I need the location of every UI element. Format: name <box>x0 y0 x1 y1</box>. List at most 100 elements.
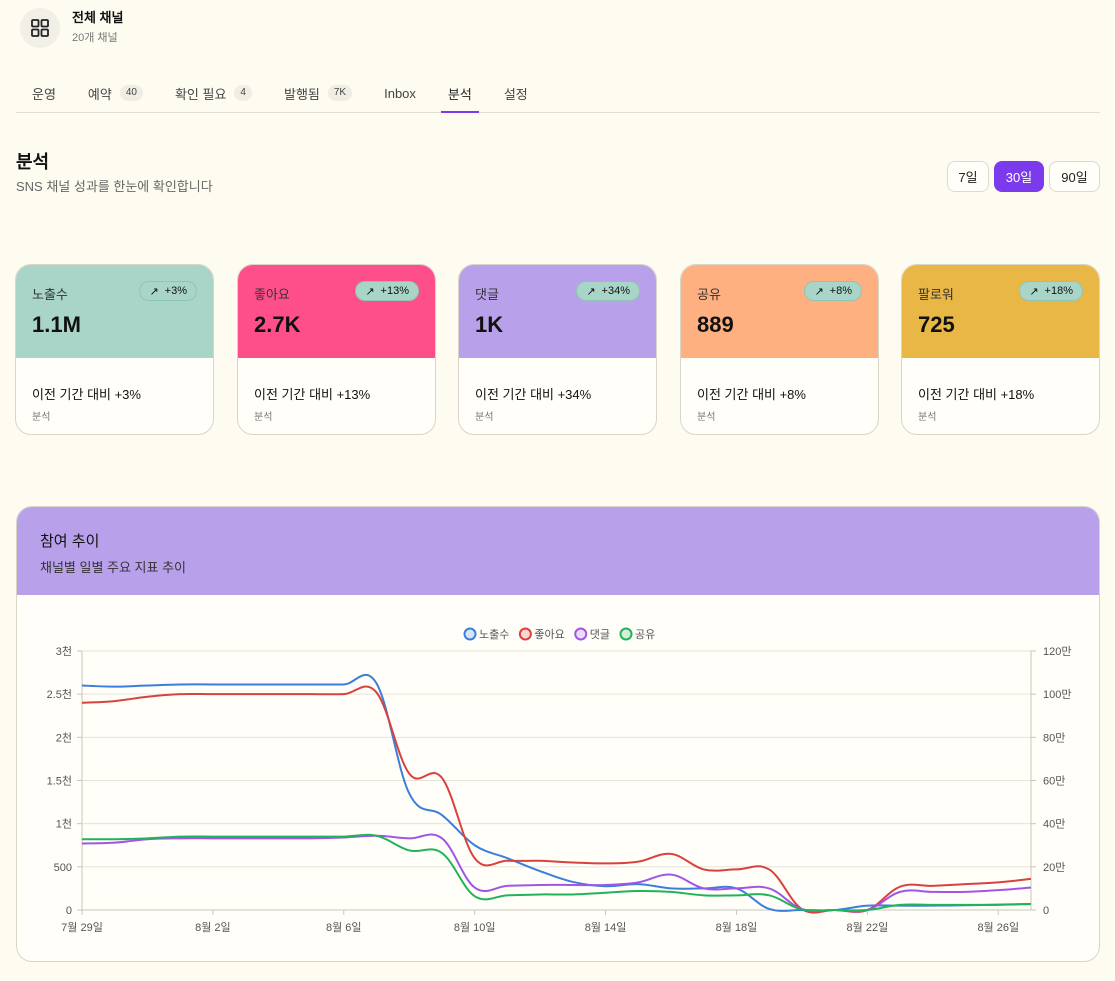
tab-bar: 운영 예약 40 확인 필요 4 발행됨 7K Inbox 분석 설정 <box>16 74 1100 113</box>
y-left-tick-label: 1천 <box>56 817 72 831</box>
stat-value: 889 <box>697 312 734 337</box>
change-badge: ↗ +3% <box>139 281 197 301</box>
grid-icon <box>20 8 60 48</box>
x-tick-label: 8월 26일 <box>977 920 1019 934</box>
engagement-line-chart: 0 500 1천 1.5천 2천 2.5천 3천 0 20만 40만 60만 80만 100만 120만 7… <box>47 627 1071 934</box>
stat-card-shares[interactable]: 공유 ↗ +8% 889 이전 기간 대비 +8% 분석 <box>680 264 879 435</box>
legend-label: 공유 <box>635 628 655 641</box>
engagement-trend-panel: 참여 추이 채널별 일별 주요 지표 추이 0 500 1천 1.5천 2천 2.5천 3천… <box>16 506 1100 962</box>
change-badge: ↗ +18% <box>1019 281 1083 301</box>
stat-card-followers[interactable]: 팔로워 ↗ +18% 725 이전 기간 대비 +18% 분석 <box>901 264 1100 435</box>
y-left-tick-label: 500 <box>54 862 72 874</box>
tab-badge: 7K <box>327 85 353 101</box>
legend-swatch <box>574 627 588 641</box>
stat-note: 분석 <box>697 412 716 423</box>
card-header: 노출수 ↗ +3% 1.1M <box>16 265 213 358</box>
channel-count: 20개 채널 <box>72 32 118 44</box>
page-title: 분석 <box>16 152 50 172</box>
stat-note: 분석 <box>32 412 51 423</box>
stat-card-impressions[interactable]: 노출수 ↗ +3% 1.1M 이전 기간 대비 +3% 분석 <box>15 264 214 435</box>
stat-note: 분석 <box>475 412 494 423</box>
x-tick-label: 7월 29일 <box>61 920 103 934</box>
range-30d-button[interactable]: 30일 <box>994 161 1044 192</box>
stat-compare: 이전 기간 대비 +3% <box>32 387 141 402</box>
tab-badge: 4 <box>234 85 252 101</box>
tab-settings[interactable]: 설정 <box>503 86 528 102</box>
stat-card-comments[interactable]: 댓글 ↗ +34% 1K 이전 기간 대비 +34% 분석 <box>458 264 657 435</box>
legend-label: 좋아요 <box>534 628 564 641</box>
stat-compare: 이전 기간 대비 +18% <box>918 387 1035 402</box>
stat-label: 좋아요 <box>254 287 290 302</box>
arrow-up-right-icon: ↗ <box>586 285 596 298</box>
card-header: 좋아요 ↗ +13% 2.7K <box>238 265 435 358</box>
tab-scheduled[interactable]: 예약 40 <box>72 74 159 112</box>
y-left-tick-label: 1.5천 <box>47 774 72 788</box>
y-left-tick-label: 2.5천 <box>47 687 72 701</box>
stat-label: 댓글 <box>475 287 499 302</box>
y-left-tick-label: 3천 <box>56 644 72 658</box>
y-right-tick-label: 100만 <box>1043 688 1071 701</box>
x-tick-label: 8월 10일 <box>454 920 496 934</box>
stat-label: 팔로워 <box>918 287 954 302</box>
tab-published[interactable]: 발행됨 7K <box>268 74 368 112</box>
x-tick-label: 8월 6일 <box>326 920 362 934</box>
x-tick-label: 8월 2일 <box>195 920 231 934</box>
y-right-tick-label: 0 <box>1043 905 1049 917</box>
date-range-selector: 7일 30일 90일 <box>947 161 1100 192</box>
y-right-tick-label: 120만 <box>1043 645 1071 658</box>
tab-needs-review[interactable]: 확인 필요 4 <box>159 74 268 112</box>
tab-analytics[interactable]: 분석 <box>432 74 488 113</box>
series-line-댓글 <box>81 833 1032 913</box>
page-subtitle: SNS 채널 성과를 한눈에 확인합니다 <box>16 179 213 194</box>
stat-label: 노출수 <box>32 287 68 302</box>
legend-swatch <box>619 627 633 641</box>
stat-note: 분석 <box>254 412 273 423</box>
stat-card-likes[interactable]: 좋아요 ↗ +13% 2.7K 이전 기간 대비 +13% 분석 <box>237 264 436 435</box>
stat-label: 공유 <box>697 287 721 302</box>
y-left-tick-label: 2천 <box>56 730 72 744</box>
arrow-up-right-icon: ↗ <box>365 285 375 298</box>
y-right-tick-label: 20만 <box>1043 861 1065 874</box>
chart-panel-subtitle: 채널별 일별 주요 지표 추이 <box>40 560 187 575</box>
y-right-tick-label: 40만 <box>1043 818 1065 831</box>
x-tick-label: 8월 18일 <box>716 920 758 934</box>
change-badge: ↗ +8% <box>804 281 862 301</box>
legend-label: 댓글 <box>590 628 610 641</box>
channel-header[interactable]: 전체 채널 20개 채널 <box>20 8 123 48</box>
range-90d-button[interactable]: 90일 <box>1049 161 1100 192</box>
y-left-tick-label: 0 <box>66 905 72 917</box>
legend-swatch <box>518 627 532 641</box>
stat-value: 2.7K <box>254 312 301 337</box>
change-badge: ↗ +13% <box>355 281 419 301</box>
stat-value: 1K <box>475 312 504 337</box>
stat-value: 725 <box>918 312 955 337</box>
stat-compare: 이전 기간 대비 +34% <box>475 387 592 402</box>
tab-badge: 40 <box>119 85 143 101</box>
series-line-좋아요 <box>81 685 1032 914</box>
card-header: 팔로워 ↗ +18% 725 <box>902 265 1099 358</box>
x-tick-label: 8월 14일 <box>585 920 627 934</box>
card-header: 공유 ↗ +8% 889 <box>681 265 878 358</box>
range-7d-button[interactable]: 7일 <box>947 161 989 192</box>
change-badge: ↗ +34% <box>576 281 640 301</box>
legend-label: 노출수 <box>479 628 509 641</box>
series-line-공유 <box>81 833 1032 912</box>
chart-panel-title: 참여 추이 <box>40 533 100 550</box>
tab-operations[interactable]: 운영 <box>32 86 56 102</box>
arrow-up-right-icon: ↗ <box>814 285 824 298</box>
arrow-up-right-icon: ↗ <box>149 285 159 298</box>
chart-panel-header: 참여 추이 채널별 일별 주요 지표 추이 <box>17 507 1099 595</box>
legend-swatch <box>463 627 477 641</box>
series-line-노출수 <box>81 674 1032 912</box>
y-right-tick-label: 60만 <box>1043 775 1065 788</box>
stat-compare: 이전 기간 대비 +13% <box>254 387 371 402</box>
card-header: 댓글 ↗ +34% 1K <box>459 265 656 358</box>
tab-inbox[interactable]: Inbox <box>384 85 416 101</box>
y-right-tick-label: 80만 <box>1043 731 1065 744</box>
x-tick-label: 8월 22일 <box>847 920 889 934</box>
stat-compare: 이전 기간 대비 +8% <box>697 387 806 402</box>
channel-title: 전체 채널 <box>72 10 124 25</box>
stat-note: 분석 <box>918 412 937 423</box>
stat-value: 1.1M <box>32 312 81 337</box>
arrow-up-right-icon: ↗ <box>1029 285 1039 298</box>
